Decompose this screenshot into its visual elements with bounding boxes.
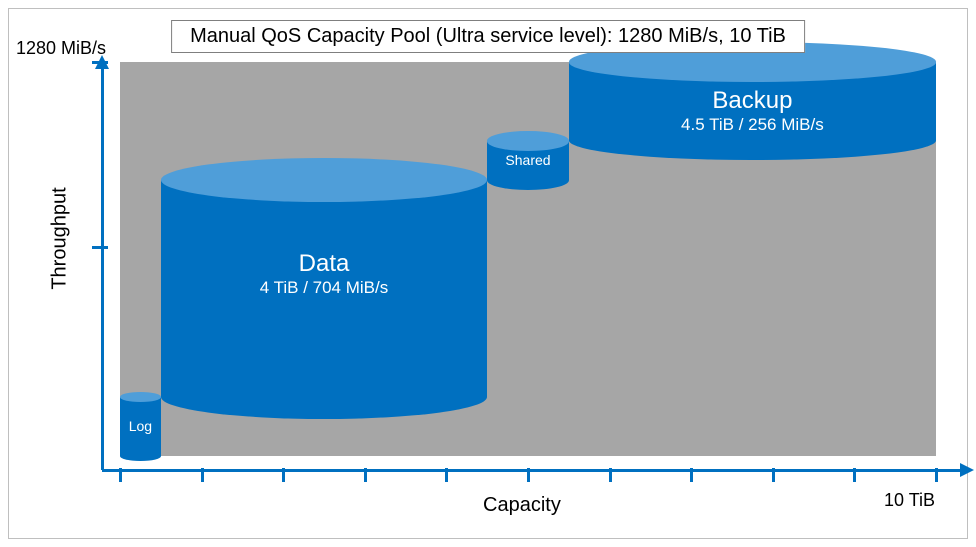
volume-subtitle: 4.5 TiB / 256 MiB/s xyxy=(569,115,936,135)
x-axis xyxy=(102,469,960,472)
x-tick xyxy=(364,468,367,482)
x-tick xyxy=(282,468,285,482)
volume-log: Log xyxy=(120,392,161,461)
volume-subtitle: 4 TiB / 704 MiB/s xyxy=(161,278,487,298)
volume-title: Backup xyxy=(569,87,936,115)
x-tick xyxy=(772,468,775,482)
x-max-label: 10 TiB xyxy=(884,490,935,511)
y-axis-label: Throughput xyxy=(49,169,72,309)
cylinder-top xyxy=(487,131,569,151)
chart-title: Manual QoS Capacity Pool (Ultra service … xyxy=(171,20,805,53)
y-tick xyxy=(92,246,108,249)
volume-data: Data4 TiB / 704 MiB/s xyxy=(161,158,487,419)
volume-title: Log xyxy=(120,418,161,434)
volume-backup: Backup4.5 TiB / 256 MiB/s xyxy=(569,42,936,160)
x-tick xyxy=(527,468,530,482)
cylinder-top xyxy=(161,158,487,202)
x-axis-label: Capacity xyxy=(483,494,561,517)
x-tick xyxy=(690,468,693,482)
x-tick xyxy=(201,468,204,482)
x-tick xyxy=(445,468,448,482)
x-tick xyxy=(935,468,938,482)
x-axis-arrow xyxy=(960,463,974,477)
x-tick xyxy=(853,468,856,482)
y-tick xyxy=(92,61,108,64)
volume-title: Shared xyxy=(487,152,569,168)
y-max-label: 1280 MiB/s xyxy=(16,38,106,59)
x-tick xyxy=(119,468,122,482)
volume-shared: Shared xyxy=(487,131,569,190)
y-axis xyxy=(101,67,104,470)
volume-title: Data xyxy=(161,250,487,278)
cylinder-top xyxy=(120,392,161,402)
x-tick xyxy=(609,468,612,482)
